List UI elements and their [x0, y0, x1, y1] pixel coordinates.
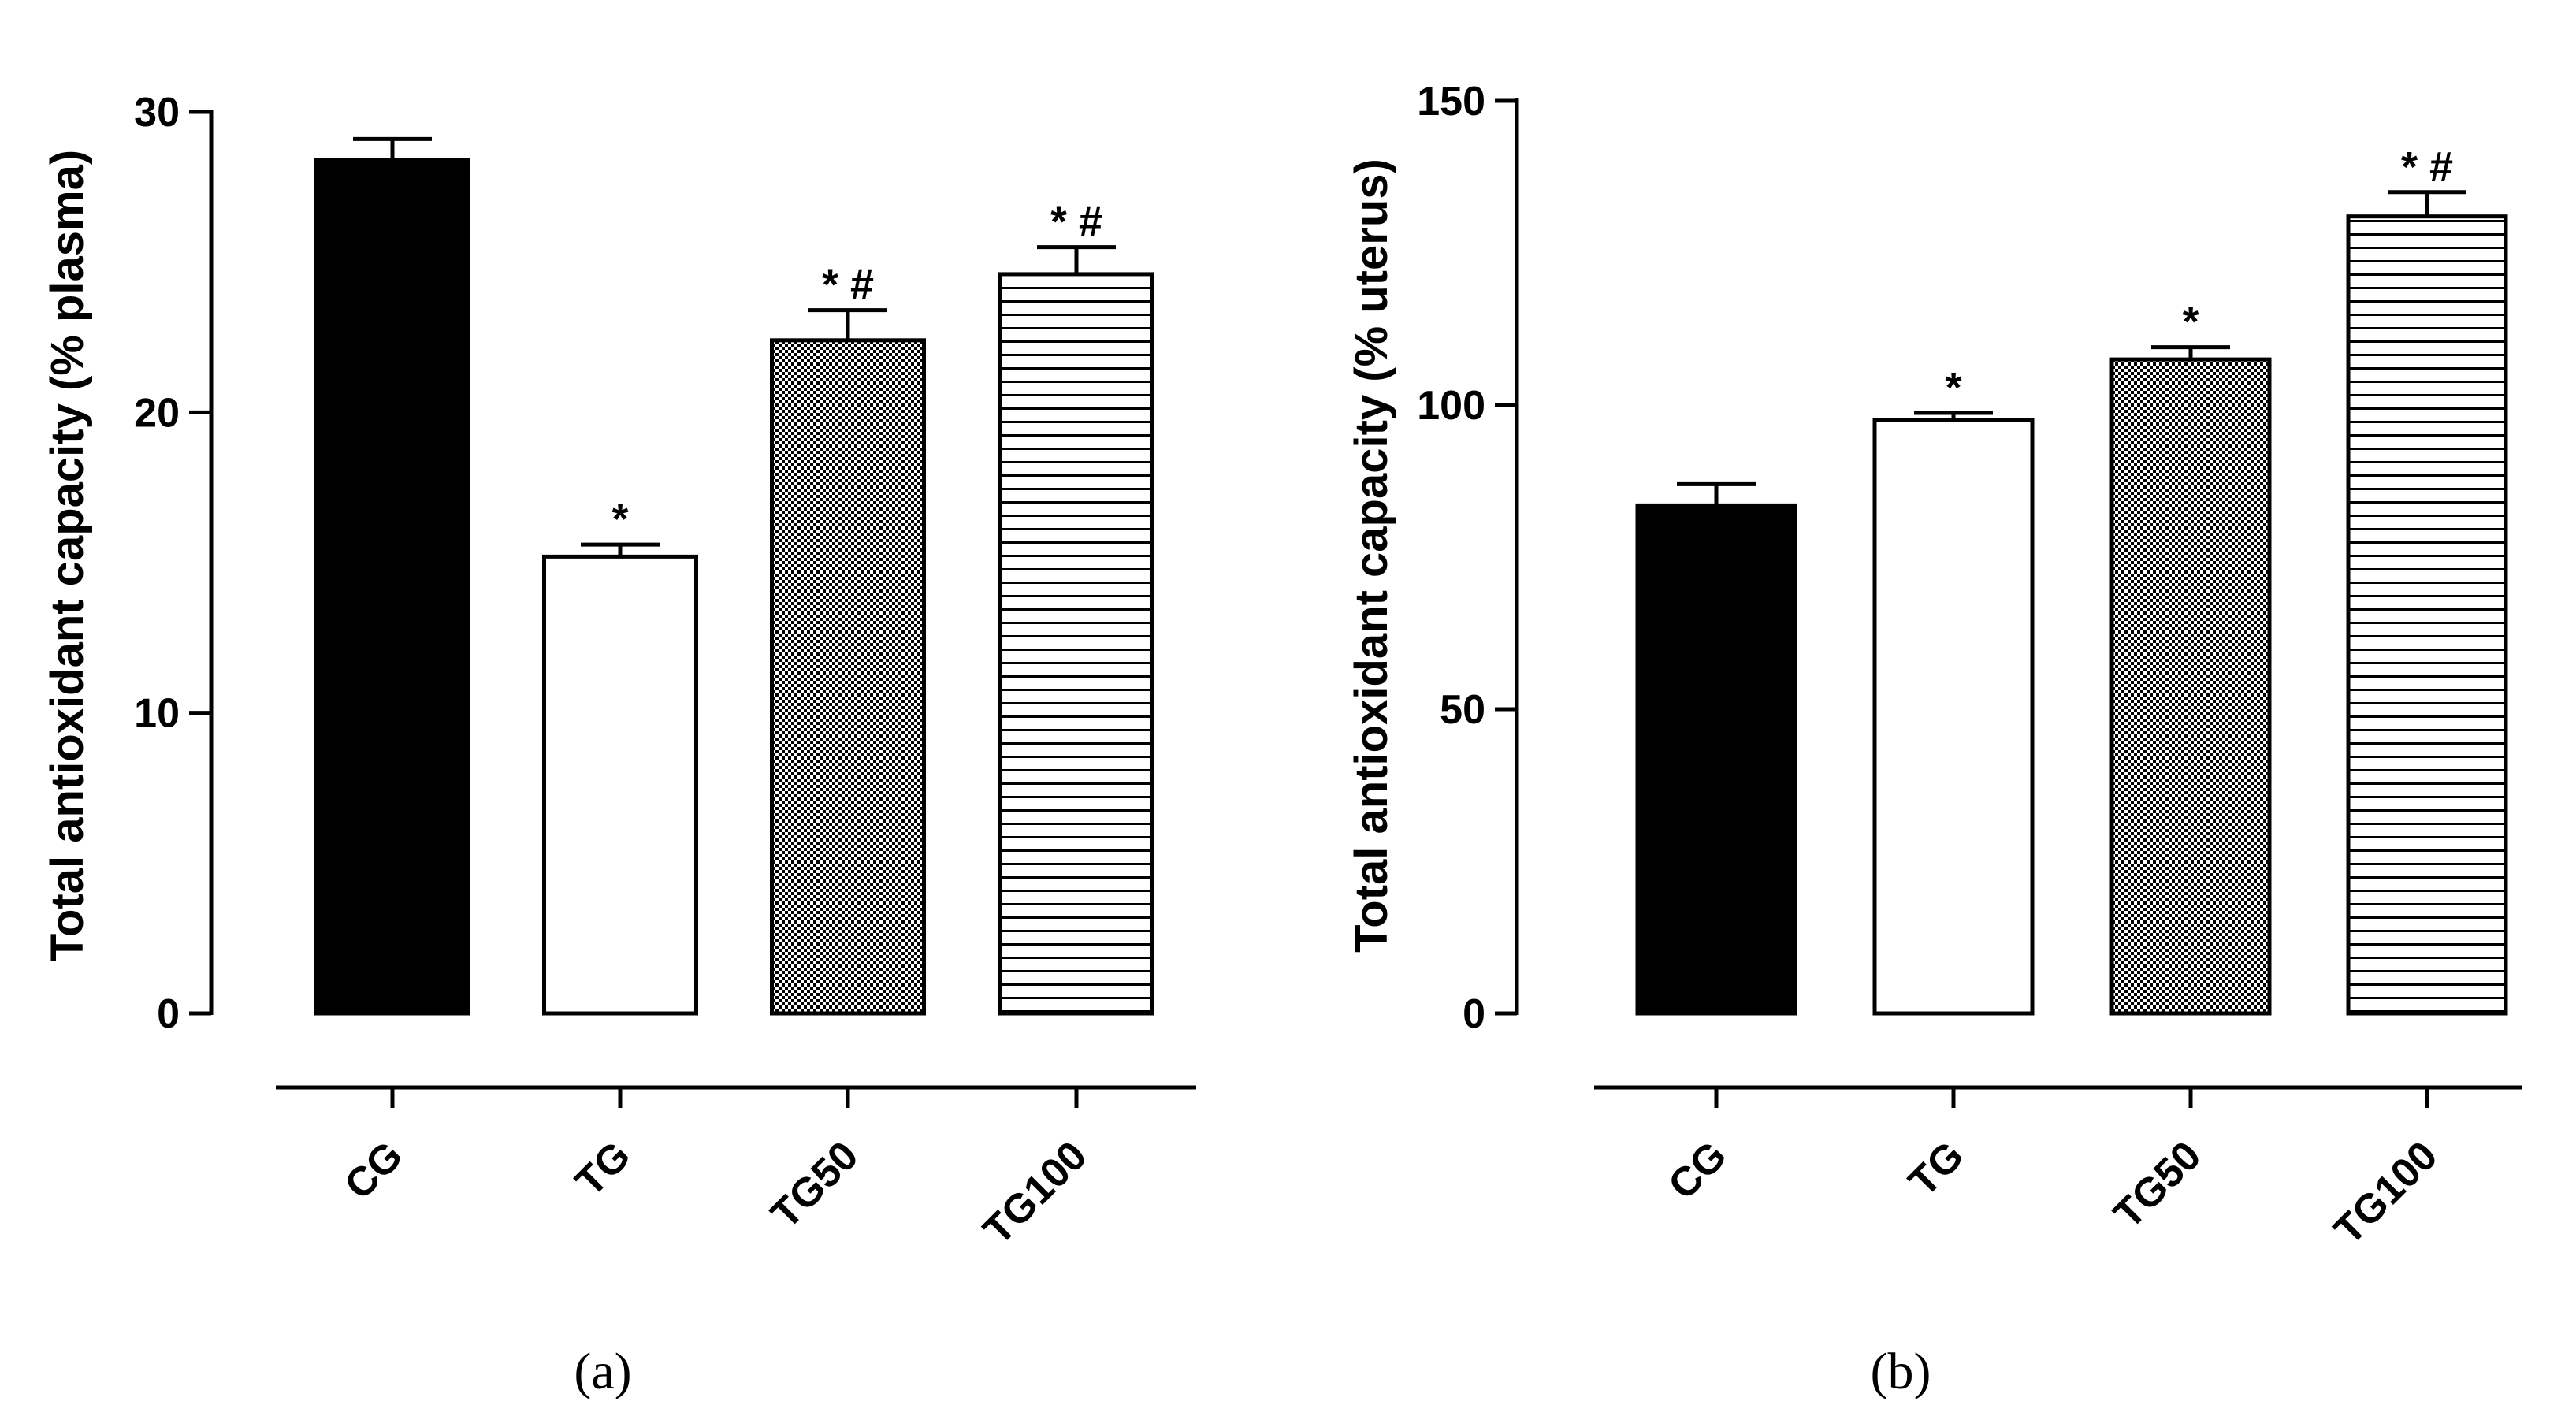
bar-tg50	[770, 338, 926, 1016]
y-tick-label: 0	[157, 991, 180, 1037]
bar-cg	[314, 158, 470, 1016]
x-tick-label: TG100	[2325, 1132, 2446, 1253]
significance-label: * #	[2401, 143, 2453, 191]
y-tick-label: 20	[134, 390, 180, 436]
bar-cg	[1635, 503, 1797, 1016]
y-axis-label: Total antioxidant capacity (% plasma)	[42, 150, 93, 961]
significance-label: *	[2182, 299, 2199, 346]
x-axis-ticks: CG TG TG50 TG100	[336, 1087, 1095, 1254]
chart-panel-a: Total antioxidant capacity (% plasma) 0 1…	[42, 90, 1196, 1400]
y-tick-label: 30	[134, 90, 180, 136]
y-axis-ticks: 0 10 20 30	[134, 90, 211, 1037]
panel-label-a: (a)	[574, 1343, 631, 1400]
y-tick-label: 50	[1440, 687, 1485, 733]
y-tick-label: 10	[134, 691, 180, 737]
panel-label-b: (b)	[1871, 1343, 1931, 1400]
bar-series: * * # * #	[314, 136, 1154, 1016]
chart-panel-b: Total antioxidant capacity (% uterus) 0 5…	[1346, 79, 2522, 1400]
x-axis-ticks: CG TG TG50 TG100	[1660, 1087, 2446, 1254]
bar-tg100	[998, 272, 1154, 1016]
bar-tg	[1872, 418, 2035, 1016]
y-axis-label: Total antioxidant capacity (% uterus)	[1346, 158, 1397, 953]
significance-label: * #	[822, 262, 874, 309]
y-axis-ticks: 0 50 100 150	[1417, 79, 1517, 1037]
bar-series: * * * #	[1635, 143, 2508, 1016]
bar-tg50	[2109, 357, 2272, 1016]
x-tick-label: TG	[567, 1132, 639, 1205]
bar-tg100	[2346, 214, 2508, 1016]
significance-label: * #	[1050, 199, 1102, 246]
y-tick-label: 100	[1417, 383, 1485, 429]
significance-label: *	[611, 496, 628, 543]
x-tick-label: TG100	[975, 1132, 1095, 1253]
y-tick-label: 150	[1417, 79, 1485, 125]
x-tick-label: TG50	[2106, 1132, 2210, 1237]
y-tick-label: 0	[1463, 991, 1485, 1037]
x-tick-label: CG	[336, 1132, 411, 1208]
x-tick-label: CG	[1660, 1132, 1735, 1208]
x-tick-label: TG	[1900, 1132, 1972, 1205]
x-tick-label: TG50	[763, 1132, 868, 1237]
significance-label: *	[1945, 364, 1961, 411]
bar-tg	[542, 554, 698, 1016]
